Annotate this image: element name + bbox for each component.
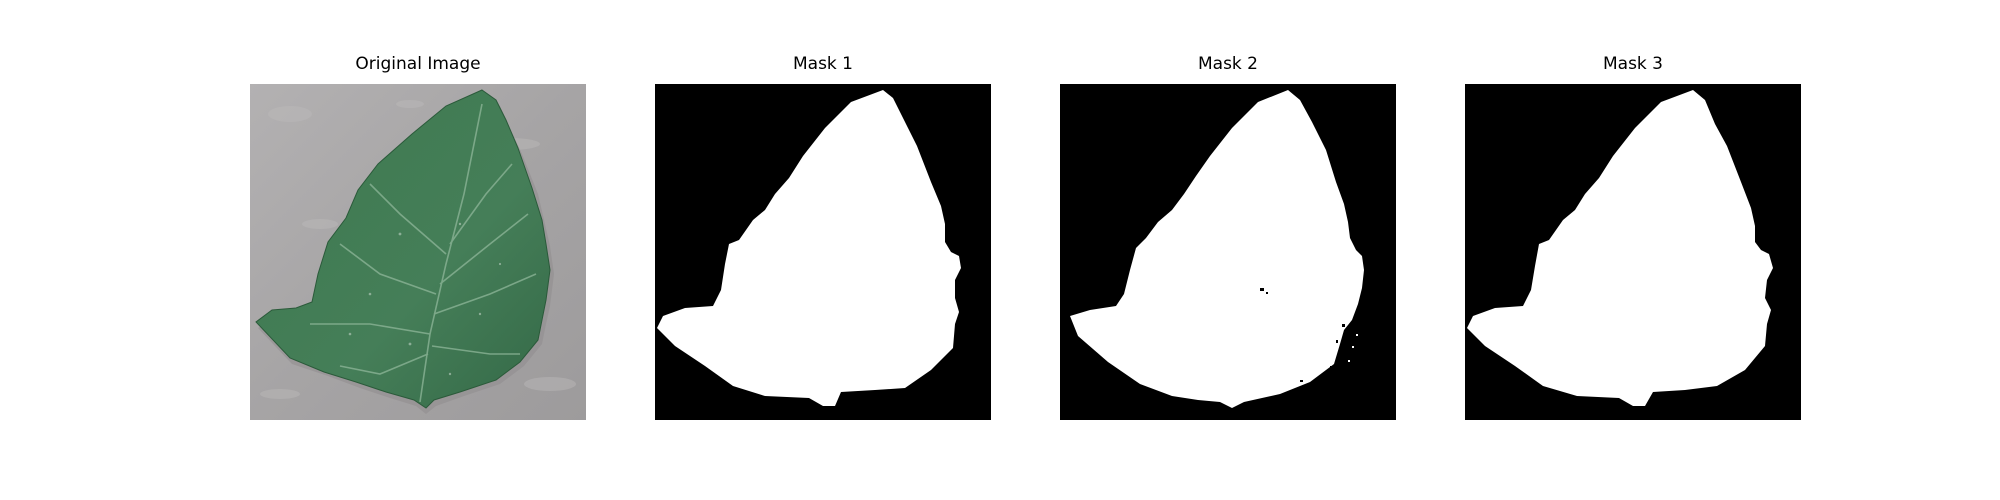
mask-2-image [1060,84,1396,420]
mask-shape [1070,90,1364,408]
stone-texture [260,100,576,399]
mask-shape [1467,90,1773,406]
original-image [250,84,586,420]
leaf-speckles [348,222,502,376]
panel-title-mask-3: Mask 3 [1602,54,1663,74]
leaf-veins [310,103,537,403]
panel-title-mask-2: Mask 2 [1197,54,1258,74]
mask-specks [1348,334,1358,362]
panel-title-mask-1: Mask 1 [792,54,853,74]
leaf [255,89,551,409]
mask-3-image [1465,84,1801,420]
mask-noise [1260,288,1349,382]
mask-1-image [655,84,991,420]
panel-title-original-image: Original Image [355,54,481,74]
mask-shape [657,90,961,406]
